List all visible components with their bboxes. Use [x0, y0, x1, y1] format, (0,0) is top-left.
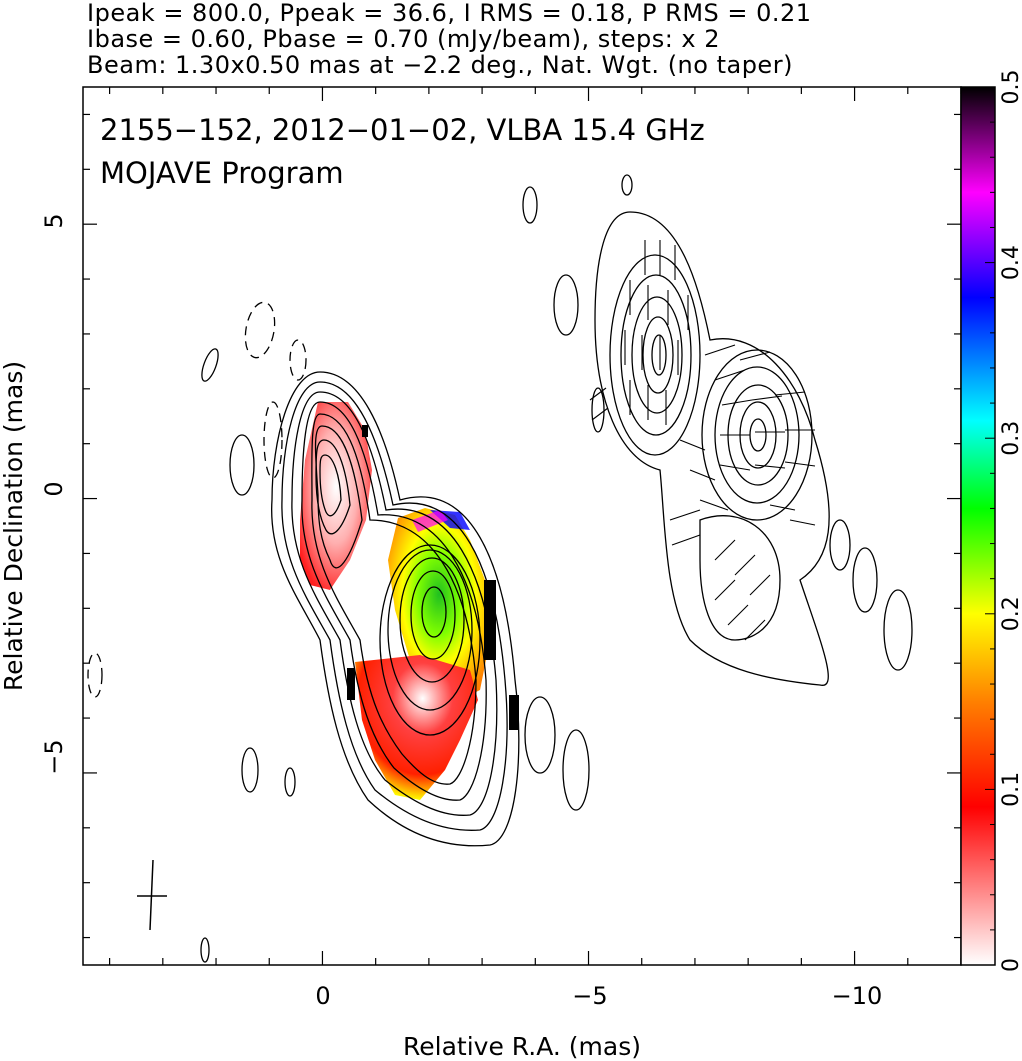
chart-title-line-2: MOJAVE Program	[100, 156, 344, 190]
header-line-1: Ipeak = 800.0, Ppeak = 36.6, I RMS = 0.1…	[87, 0, 812, 27]
colorbar	[960, 86, 996, 966]
chart-title-line-1: 2155−152, 2012−01−02, VLBA 15.4 GHz	[100, 113, 705, 147]
colorbar-tick-label: 0.2	[999, 596, 1022, 631]
x-tick-label-1: −5	[572, 982, 607, 1010]
colorbar-tick-label: 0.4	[999, 245, 1022, 280]
colorbar-tick-label: 0	[999, 958, 1022, 972]
x-tick-label-0: 0	[315, 982, 330, 1010]
y-tick-label-1: 0	[40, 481, 68, 496]
header-line-3: Beam: 1.30x0.50 mas at −2.2 deg., Nat. W…	[87, 51, 793, 79]
header-line-2: Ibase = 0.60, Pbase = 0.70 (mJy/beam), s…	[87, 25, 721, 53]
intensity-contours	[200, 174, 633, 963]
axis-ticks	[83, 87, 962, 965]
x-axis-label: Relative R.A. (mas)	[403, 1032, 641, 1061]
colorbar-tick-label: 0.3	[999, 421, 1022, 456]
negative-contours	[87, 301, 307, 698]
polarized-contours	[591, 211, 913, 686]
colorbar-ticks	[985, 86, 995, 966]
evpa-vectors	[589, 240, 816, 641]
y-axis-label: Relative Declination (mas)	[0, 361, 28, 691]
beam-cross	[137, 859, 167, 931]
y-tick-label-0: 5	[40, 213, 68, 228]
y-tick-label-2: −5	[40, 739, 68, 774]
colorbar-tick-label: 0.1	[999, 772, 1022, 807]
colorbar-labels: 0 0.1 0.2 0.3 0.4 0.5	[999, 70, 1022, 973]
colorbar-tick-label: 0.5	[999, 70, 1022, 105]
x-tick-label-2: −10	[832, 982, 883, 1010]
